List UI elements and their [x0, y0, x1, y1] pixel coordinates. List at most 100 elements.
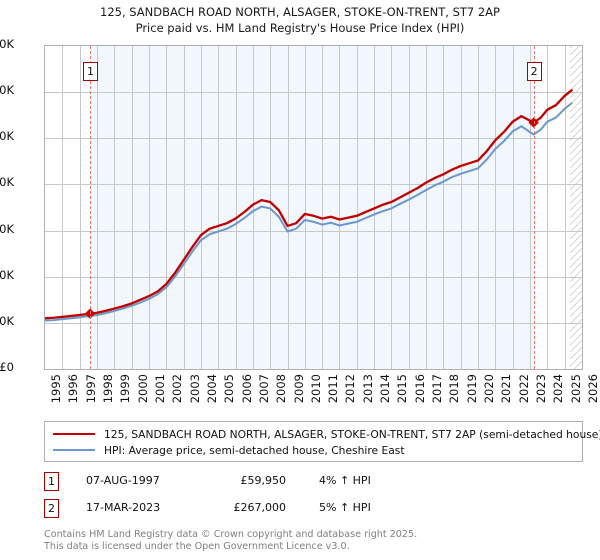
sale-marker-line-2 — [533, 46, 535, 369]
x-axis-tick-label: 2007 — [256, 374, 271, 404]
grid-line-horizontal — [45, 230, 582, 232]
grid-line-vertical — [235, 46, 237, 369]
grid-line-vertical — [114, 46, 116, 369]
y-axis-tick-label: £50K — [0, 313, 14, 328]
x-axis-tick-label: 2003 — [187, 374, 202, 404]
x-axis-tick-label: 2021 — [499, 374, 514, 404]
chart-title-block: 125, SANDBACH ROAD NORTH, ALSAGER, STOKE… — [0, 4, 600, 36]
x-axis-tick-label: 2022 — [516, 374, 531, 404]
grid-line-vertical — [426, 46, 428, 369]
x-axis-tick-label: 2025 — [568, 374, 583, 404]
sale-price-2: £267,000 — [233, 501, 287, 514]
sale-marker-line-1 — [90, 46, 92, 369]
x-axis-tick-label: 2012 — [343, 374, 358, 404]
grid-line-horizontal — [45, 92, 582, 94]
projection-hatch-region — [569, 46, 582, 369]
y-axis-tick-label: £300K — [0, 83, 14, 98]
sale-hpi-delta-1: 4% ↑ HPI — [319, 474, 371, 487]
x-axis-tick-label: 2017 — [430, 374, 445, 404]
grid-line-vertical — [252, 46, 254, 369]
grid-line-vertical — [287, 46, 289, 369]
x-axis-tick-label: 2015 — [395, 374, 410, 404]
footer-attribution: Contains HM Land Registry data © Crown c… — [44, 529, 584, 552]
grid-line-vertical — [408, 46, 410, 369]
x-axis-tick-label: 2014 — [378, 374, 393, 404]
x-axis-tick-label: 1997 — [83, 374, 98, 404]
y-axis-tick-label: £0 — [0, 360, 14, 374]
y-axis-tick-label: £200K — [0, 175, 14, 190]
grid-line-vertical — [200, 46, 202, 369]
page-title: 125, SANDBACH ROAD NORTH, ALSAGER, STOKE… — [100, 5, 500, 19]
grid-line-vertical — [564, 46, 566, 369]
grid-line-vertical — [270, 46, 272, 369]
grid-line-vertical — [218, 46, 220, 369]
grid-line-horizontal — [45, 184, 582, 186]
x-axis-tick-label: 2020 — [482, 374, 497, 404]
grid-line-vertical — [443, 46, 445, 369]
table-row[interactable]: 2 17-MAR-2023 £267,000 5% ↑ HPI — [44, 497, 464, 524]
x-axis-tick-label: 2013 — [360, 374, 375, 404]
footer-licence-line: This data is licensed under the Open Gov… — [44, 540, 350, 552]
x-axis-tick-label: 1998 — [100, 374, 115, 404]
grid-line-vertical — [356, 46, 358, 369]
grid-line-vertical — [166, 46, 168, 369]
x-axis-tick-label: 2016 — [412, 374, 427, 404]
sale-marker-badge-1[interactable]: 1 — [83, 62, 99, 81]
x-axis-tick-label: 1995 — [49, 374, 63, 404]
legend-label-hpi: HPI: Average price, semi-detached house,… — [104, 443, 405, 457]
page-subtitle: Price paid vs. HM Land Registry's House … — [135, 21, 465, 35]
grid-line-horizontal — [45, 138, 582, 140]
grid-line-horizontal — [45, 322, 582, 324]
sales-history-table: 1 07-AUG-1997 £59,950 4% ↑ HPI 2 17-MAR-… — [44, 470, 464, 524]
x-axis-tick-label: 2001 — [152, 374, 167, 404]
x-axis-tick-label: 2026 — [586, 374, 600, 404]
x-axis-tick-label: 2023 — [534, 374, 549, 404]
series-line-price-paid — [45, 89, 573, 320]
x-axis-tick-label: 2009 — [291, 374, 306, 404]
series-plot — [45, 89, 573, 322]
grid-line-horizontal — [45, 276, 582, 278]
x-axis-tick-label: 2008 — [274, 374, 289, 404]
x-axis-tick-label: 2002 — [170, 374, 185, 404]
grid-line-vertical — [530, 46, 532, 369]
y-axis-tick-label: £150K — [0, 221, 14, 236]
grid-line-vertical — [79, 46, 81, 369]
x-axis-tick-label: 2010 — [308, 374, 323, 404]
grid-line-vertical — [148, 46, 150, 369]
y-axis-tick-label: £350K — [0, 37, 14, 51]
grid-line-vertical — [547, 46, 549, 369]
grid-line-vertical — [62, 46, 64, 369]
table-row[interactable]: 1 07-AUG-1997 £59,950 4% ↑ HPI — [44, 470, 464, 497]
legend-color-swatch-red — [53, 433, 95, 435]
grid-line-vertical — [322, 46, 324, 369]
legend-item-hpi[interactable]: HPI: Average price, semi-detached house,… — [45, 442, 582, 458]
x-axis-tick-label: 2019 — [464, 374, 479, 404]
x-axis-tick-label: 2018 — [447, 374, 462, 404]
y-axis-tick-label: £100K — [0, 267, 14, 282]
x-axis-tick-label: 2024 — [551, 374, 566, 404]
x-axis-tick-label: 1999 — [118, 374, 133, 404]
x-axis-tick-label: 2004 — [204, 374, 219, 404]
sale-index-badge-2: 2 — [44, 499, 59, 518]
sale-hpi-delta-2: 5% ↑ HPI — [319, 501, 371, 514]
x-axis-tick-label: 2011 — [326, 374, 341, 404]
x-axis-tick-label: 2005 — [222, 374, 237, 404]
grid-line-vertical — [131, 46, 133, 369]
sale-index-badge-1: 1 — [44, 472, 59, 491]
legend-item-price-paid[interactable]: 125, SANDBACH ROAD NORTH, ALSAGER, STOKE… — [45, 426, 600, 442]
grid-line-vertical — [478, 46, 480, 369]
sale-price-1: £59,950 — [240, 474, 287, 487]
x-axis-tick-label: 2006 — [239, 374, 254, 404]
sale-period-shaded-band — [90, 46, 534, 369]
grid-line-vertical — [183, 46, 185, 369]
sale-marker-badge-2[interactable]: 2 — [526, 62, 542, 81]
grid-line-vertical — [495, 46, 497, 369]
grid-line-vertical — [339, 46, 341, 369]
sale-date-1: 07-AUG-1997 — [86, 474, 160, 487]
grid-line-vertical — [460, 46, 462, 369]
series-line-hpi — [45, 102, 573, 322]
y-axis-tick-label: £250K — [0, 129, 14, 144]
x-axis-tick-label: 2000 — [135, 374, 150, 404]
